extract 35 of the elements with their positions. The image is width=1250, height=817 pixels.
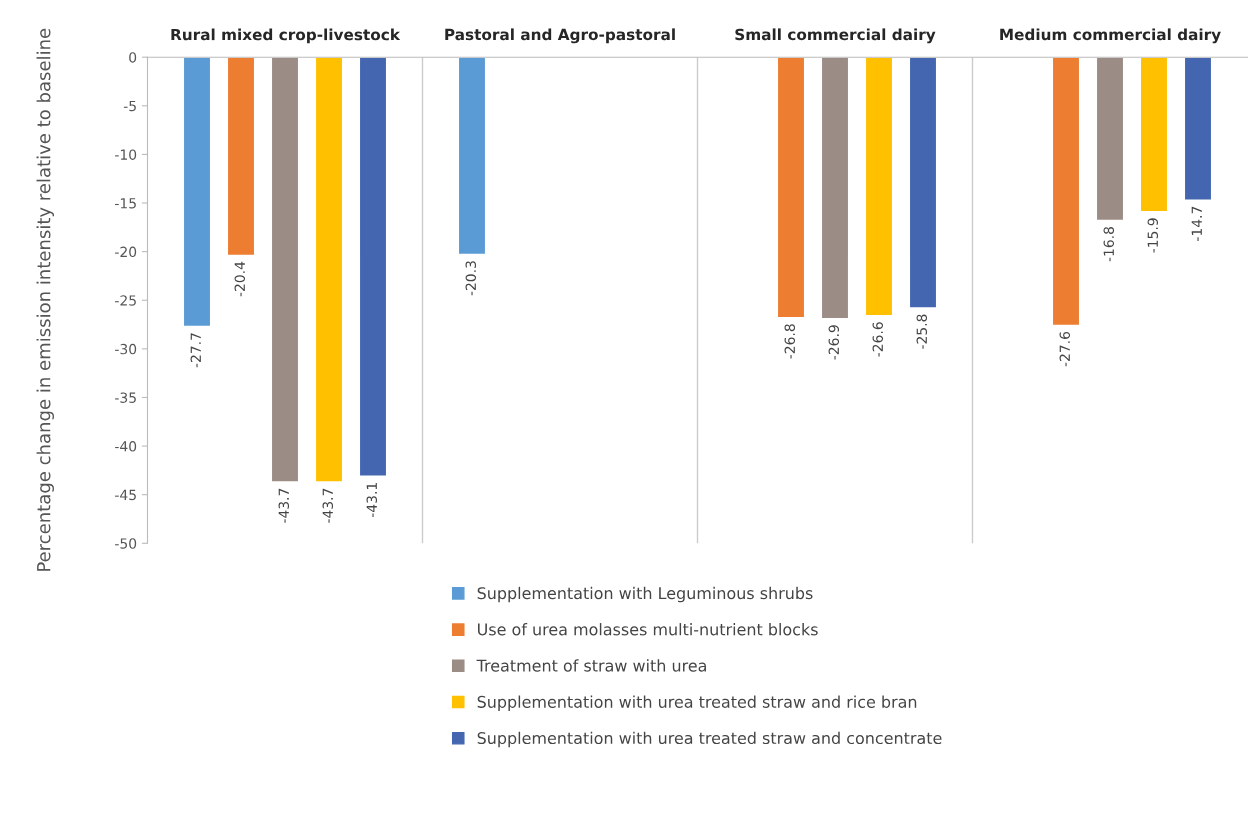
x-tick-label: Small commercial dairy [735,28,936,44]
legend-label: Supplementation with Leguminous shrubs [477,586,813,603]
y-tick-label: -10 [115,149,137,160]
data-label: -26.9 [828,325,840,360]
data-label: -20.3 [465,261,477,296]
x-tick-label: Pastoral and Agro-pastoral [445,28,675,44]
y-tick-label: -15 [115,198,136,209]
legend-label: Use of urea molasses multi-nutrient blocks [478,623,818,636]
data-label: -25.8 [916,314,928,349]
y-tick-label: 0 [129,52,137,63]
legend-label: Supplementation with urea treated straw and rice bran [477,695,917,711]
legend-label: Treatment of straw with urea [476,659,706,672]
y-tick-label: -35 [115,392,136,403]
y-tick-label: -45 [115,489,136,501]
data-label: -27.6 [1059,331,1071,367]
data-label: -14.7 [1191,206,1202,241]
data-label: -15.9 [1147,218,1159,253]
data-label: -43.7 [322,488,334,523]
data-label: -20.4 [234,261,246,297]
x-tick-label: Medium commercial dairy [1000,28,1221,44]
data-label: -26.8 [784,324,796,359]
data-label: -43.7 [278,488,290,523]
data-label: -16.8 [1103,227,1115,262]
data-label: -27.7 [190,333,201,368]
data-label: -26.6 [872,322,884,357]
y-axis-title: Percentage change in emission intensity relative to baseline [36,28,54,571]
y-tick-label: -30 [115,343,137,355]
y-tick-label: -50 [115,538,137,549]
legend-label: Supplementation with urea treated straw and concentrate [477,731,942,748]
y-tick-label: -40 [115,441,137,452]
y-tick-label: -5 [123,100,136,112]
data-label: -43.1 [366,483,378,518]
y-tick-label: -20 [115,246,137,258]
x-tick-label: Rural mixed crop-livestock [171,28,401,44]
y-tick-label: -25 [115,295,136,306]
